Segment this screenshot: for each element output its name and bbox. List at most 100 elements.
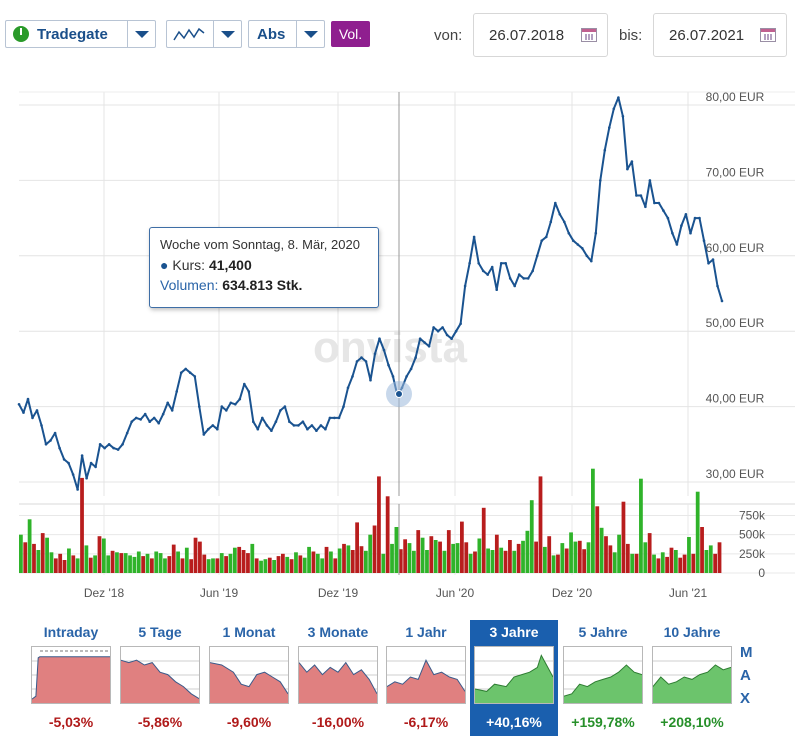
- price-point: [504, 262, 508, 265]
- period-tab-4[interactable]: 3 Monate -16,00%: [294, 620, 382, 736]
- to-date-input[interactable]: 26.07.2021: [653, 13, 787, 57]
- price-point: [328, 416, 332, 420]
- period-performance: -5,03%: [48, 714, 94, 730]
- price-point: [274, 420, 278, 424]
- volume-bar: [80, 477, 84, 573]
- price-point: [225, 409, 228, 412]
- period-thumbnail: [563, 646, 643, 704]
- volume-bar: [123, 553, 128, 573]
- thumbnail-line: [210, 662, 288, 695]
- period-tab-3[interactable]: 1 Monat -9,60%: [205, 620, 293, 736]
- thumbnail-area: [564, 665, 642, 703]
- volume-bar: [521, 540, 525, 573]
- exchange-dropdown[interactable]: Tradegate: [5, 20, 156, 48]
- period-tab-8[interactable]: 10 Jahre +208,10%: [648, 620, 736, 736]
- volume-bar: [224, 556, 228, 573]
- price-point: [26, 397, 30, 401]
- period-tab-6[interactable]: 3 Jahre +40,16%: [470, 620, 558, 736]
- period-thumbnail: [31, 646, 111, 704]
- volume-bar: [604, 536, 608, 573]
- volume-bar: [455, 543, 460, 573]
- period-tab-2[interactable]: 5 Tage -5,86%: [116, 620, 204, 736]
- volume-bars: [19, 468, 722, 573]
- price-point: [238, 397, 242, 401]
- volume-bar: [591, 468, 595, 573]
- price-point: [40, 424, 43, 427]
- volume-bar: [407, 543, 412, 573]
- chevron-down-icon[interactable]: [127, 21, 155, 47]
- price-point: [256, 427, 260, 431]
- max-letter-x[interactable]: X: [740, 690, 751, 707]
- volume-bar: [302, 557, 307, 573]
- price-point: [612, 107, 616, 111]
- price-point: [139, 418, 142, 421]
- volume-bar: [656, 558, 661, 573]
- price-point: [179, 371, 183, 375]
- price-point: [188, 371, 192, 375]
- volume-bar: [184, 547, 189, 573]
- from-date-input[interactable]: 26.07.2018: [473, 13, 608, 57]
- chevron-down-icon[interactable]: [213, 21, 241, 47]
- thumbnail-line: [299, 661, 377, 695]
- price-point: [680, 224, 683, 227]
- from-label: von:: [434, 27, 463, 44]
- max-letter-a[interactable]: A: [740, 667, 751, 684]
- tooltip-volume-value: 634.813 Stk.: [222, 277, 303, 293]
- from-date-value: 26.07.2018: [489, 26, 565, 44]
- price-point: [698, 216, 701, 220]
- price-point: [89, 461, 93, 465]
- volume-bar: [582, 549, 587, 573]
- price-chart[interactable]: onvista 80,00 EUR 70,00 EUR 60,00 EUR 50,00…: [0, 0, 795, 610]
- scale-dropdown[interactable]: Abs: [248, 20, 325, 48]
- price-point: [130, 420, 133, 424]
- time-axis-labels: Dez '18 Jun '19 Dez '19 Jun '20 Dez '20 Jun '…: [84, 586, 708, 600]
- volume-bar: [333, 558, 338, 573]
- volume-bar: [298, 555, 303, 573]
- volume-bar: [508, 540, 512, 573]
- volume-bar: [154, 551, 159, 573]
- volume-bar: [311, 551, 316, 573]
- price-point: [44, 443, 48, 446]
- price-point: [170, 409, 174, 412]
- volume-bar: [403, 539, 408, 573]
- thumbnail-area: [653, 665, 731, 703]
- volume-bar: [285, 556, 290, 573]
- price-point: [252, 420, 255, 424]
- volume-bar: [464, 542, 469, 573]
- volume-bar: [93, 555, 97, 573]
- volume-bar: [700, 527, 704, 573]
- calendar-icon[interactable]: [760, 28, 776, 42]
- max-letter-m[interactable]: M: [740, 644, 753, 661]
- volume-bar: [198, 541, 202, 573]
- price-point: [234, 403, 237, 406]
- period-tab-7[interactable]: 5 Jahre +159,78%: [559, 620, 647, 736]
- price-point: [243, 382, 246, 386]
- volume-bar: [481, 507, 486, 573]
- price-point: [324, 427, 327, 431]
- volume-bar: [19, 534, 23, 573]
- volume-toggle-button[interactable]: Vol.: [331, 21, 370, 47]
- volume-bar: [678, 557, 683, 573]
- price-point: [116, 448, 120, 451]
- volume-bar: [49, 552, 54, 573]
- volume-bar: [398, 549, 403, 573]
- calendar-icon[interactable]: [581, 28, 597, 42]
- exchange-label: Tradegate: [37, 25, 108, 43]
- thumbnail-line: [32, 656, 110, 700]
- volume-bar: [276, 556, 281, 573]
- volume-bar: [639, 478, 643, 573]
- chevron-down-icon[interactable]: [296, 21, 324, 47]
- thumbnail-area: [387, 660, 465, 703]
- price-point: [121, 443, 124, 446]
- volume-bar: [691, 553, 696, 573]
- volume-bar: [315, 553, 320, 573]
- volume-bar: [486, 548, 490, 573]
- chart-type-dropdown[interactable]: [166, 20, 242, 48]
- volume-bar: [232, 547, 237, 573]
- price-point: [572, 239, 575, 242]
- period-tab-1[interactable]: Intraday -5,03%: [27, 620, 115, 736]
- price-point: [207, 427, 210, 431]
- volume-bar: [237, 546, 242, 573]
- period-tab-5[interactable]: 1 Jahr -6,17%: [382, 620, 470, 736]
- price-point: [666, 216, 670, 220]
